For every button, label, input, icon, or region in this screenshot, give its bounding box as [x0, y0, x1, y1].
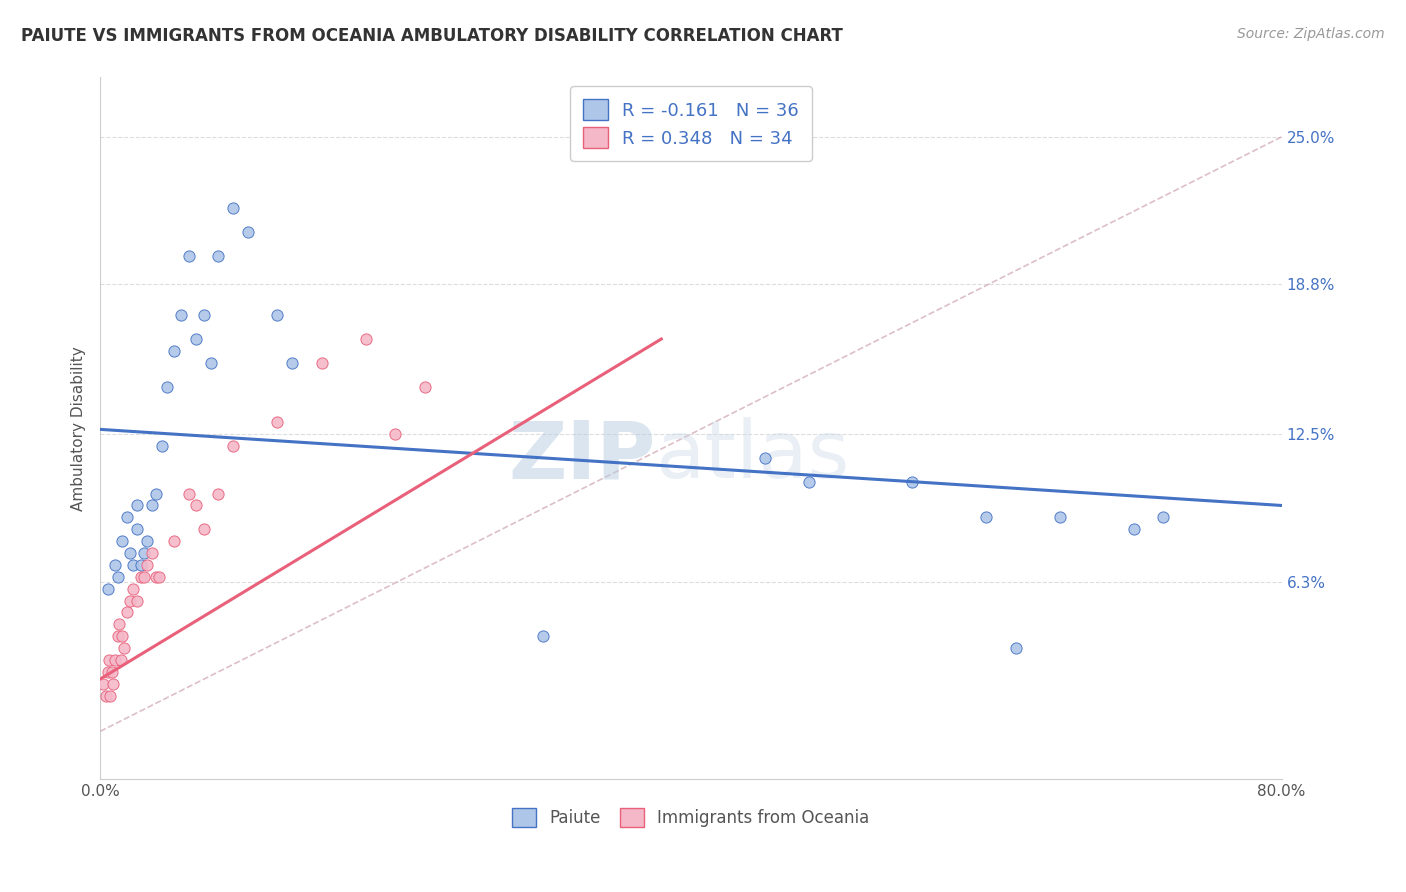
Point	[104, 653, 127, 667]
Point	[115, 510, 138, 524]
Point	[797, 475, 820, 489]
Point	[118, 546, 141, 560]
Point	[136, 558, 159, 572]
Point	[150, 439, 173, 453]
Point	[131, 558, 153, 572]
Point	[96, 582, 118, 596]
Point	[101, 665, 124, 679]
Point	[200, 356, 222, 370]
Point	[1004, 641, 1026, 656]
Text: atlas: atlas	[655, 417, 849, 495]
Point	[112, 641, 135, 656]
Point	[1049, 510, 1071, 524]
Point	[145, 486, 167, 500]
Point	[111, 534, 134, 549]
Point	[207, 486, 229, 500]
Point	[125, 593, 148, 607]
Point	[103, 677, 125, 691]
Point	[148, 570, 170, 584]
Text: Source: ZipAtlas.com: Source: ZipAtlas.com	[1237, 27, 1385, 41]
Point	[193, 522, 215, 536]
Point	[145, 570, 167, 584]
Point	[96, 665, 118, 679]
Legend: Paiute, Immigrants from Oceania: Paiute, Immigrants from Oceania	[506, 801, 876, 834]
Point	[110, 653, 132, 667]
Point	[141, 546, 163, 560]
Point	[311, 356, 333, 370]
Point	[901, 475, 924, 489]
Point	[184, 499, 207, 513]
Point	[354, 332, 377, 346]
Point	[98, 653, 121, 667]
Point	[236, 225, 259, 239]
Point	[177, 249, 200, 263]
Point	[177, 486, 200, 500]
Point	[115, 606, 138, 620]
Point	[94, 689, 117, 703]
Point	[1152, 510, 1174, 524]
Point	[141, 499, 163, 513]
Point	[100, 689, 122, 703]
Point	[1122, 522, 1144, 536]
Point	[107, 629, 129, 643]
Point	[207, 249, 229, 263]
Point	[170, 308, 193, 322]
Point	[134, 570, 156, 584]
Point	[111, 629, 134, 643]
Point	[974, 510, 997, 524]
Point	[163, 343, 186, 358]
Point	[266, 415, 288, 429]
Point	[184, 332, 207, 346]
Point	[108, 617, 131, 632]
Point	[107, 570, 129, 584]
Point	[531, 629, 554, 643]
Text: ZIP: ZIP	[508, 417, 655, 495]
Point	[163, 534, 186, 549]
Point	[281, 356, 304, 370]
Point	[131, 570, 153, 584]
Point	[222, 439, 245, 453]
Point	[121, 558, 143, 572]
Point	[125, 522, 148, 536]
Point	[91, 677, 114, 691]
Point	[266, 308, 288, 322]
Text: PAIUTE VS IMMIGRANTS FROM OCEANIA AMBULATORY DISABILITY CORRELATION CHART: PAIUTE VS IMMIGRANTS FROM OCEANIA AMBULA…	[21, 27, 844, 45]
Point	[155, 379, 177, 393]
Point	[413, 379, 436, 393]
Point	[134, 546, 156, 560]
Point	[104, 558, 127, 572]
Point	[118, 593, 141, 607]
Point	[121, 582, 143, 596]
Point	[754, 450, 776, 465]
Point	[136, 534, 159, 549]
Point	[384, 427, 406, 442]
Y-axis label: Ambulatory Disability: Ambulatory Disability	[72, 346, 86, 510]
Point	[222, 201, 245, 215]
Point	[193, 308, 215, 322]
Point	[125, 499, 148, 513]
